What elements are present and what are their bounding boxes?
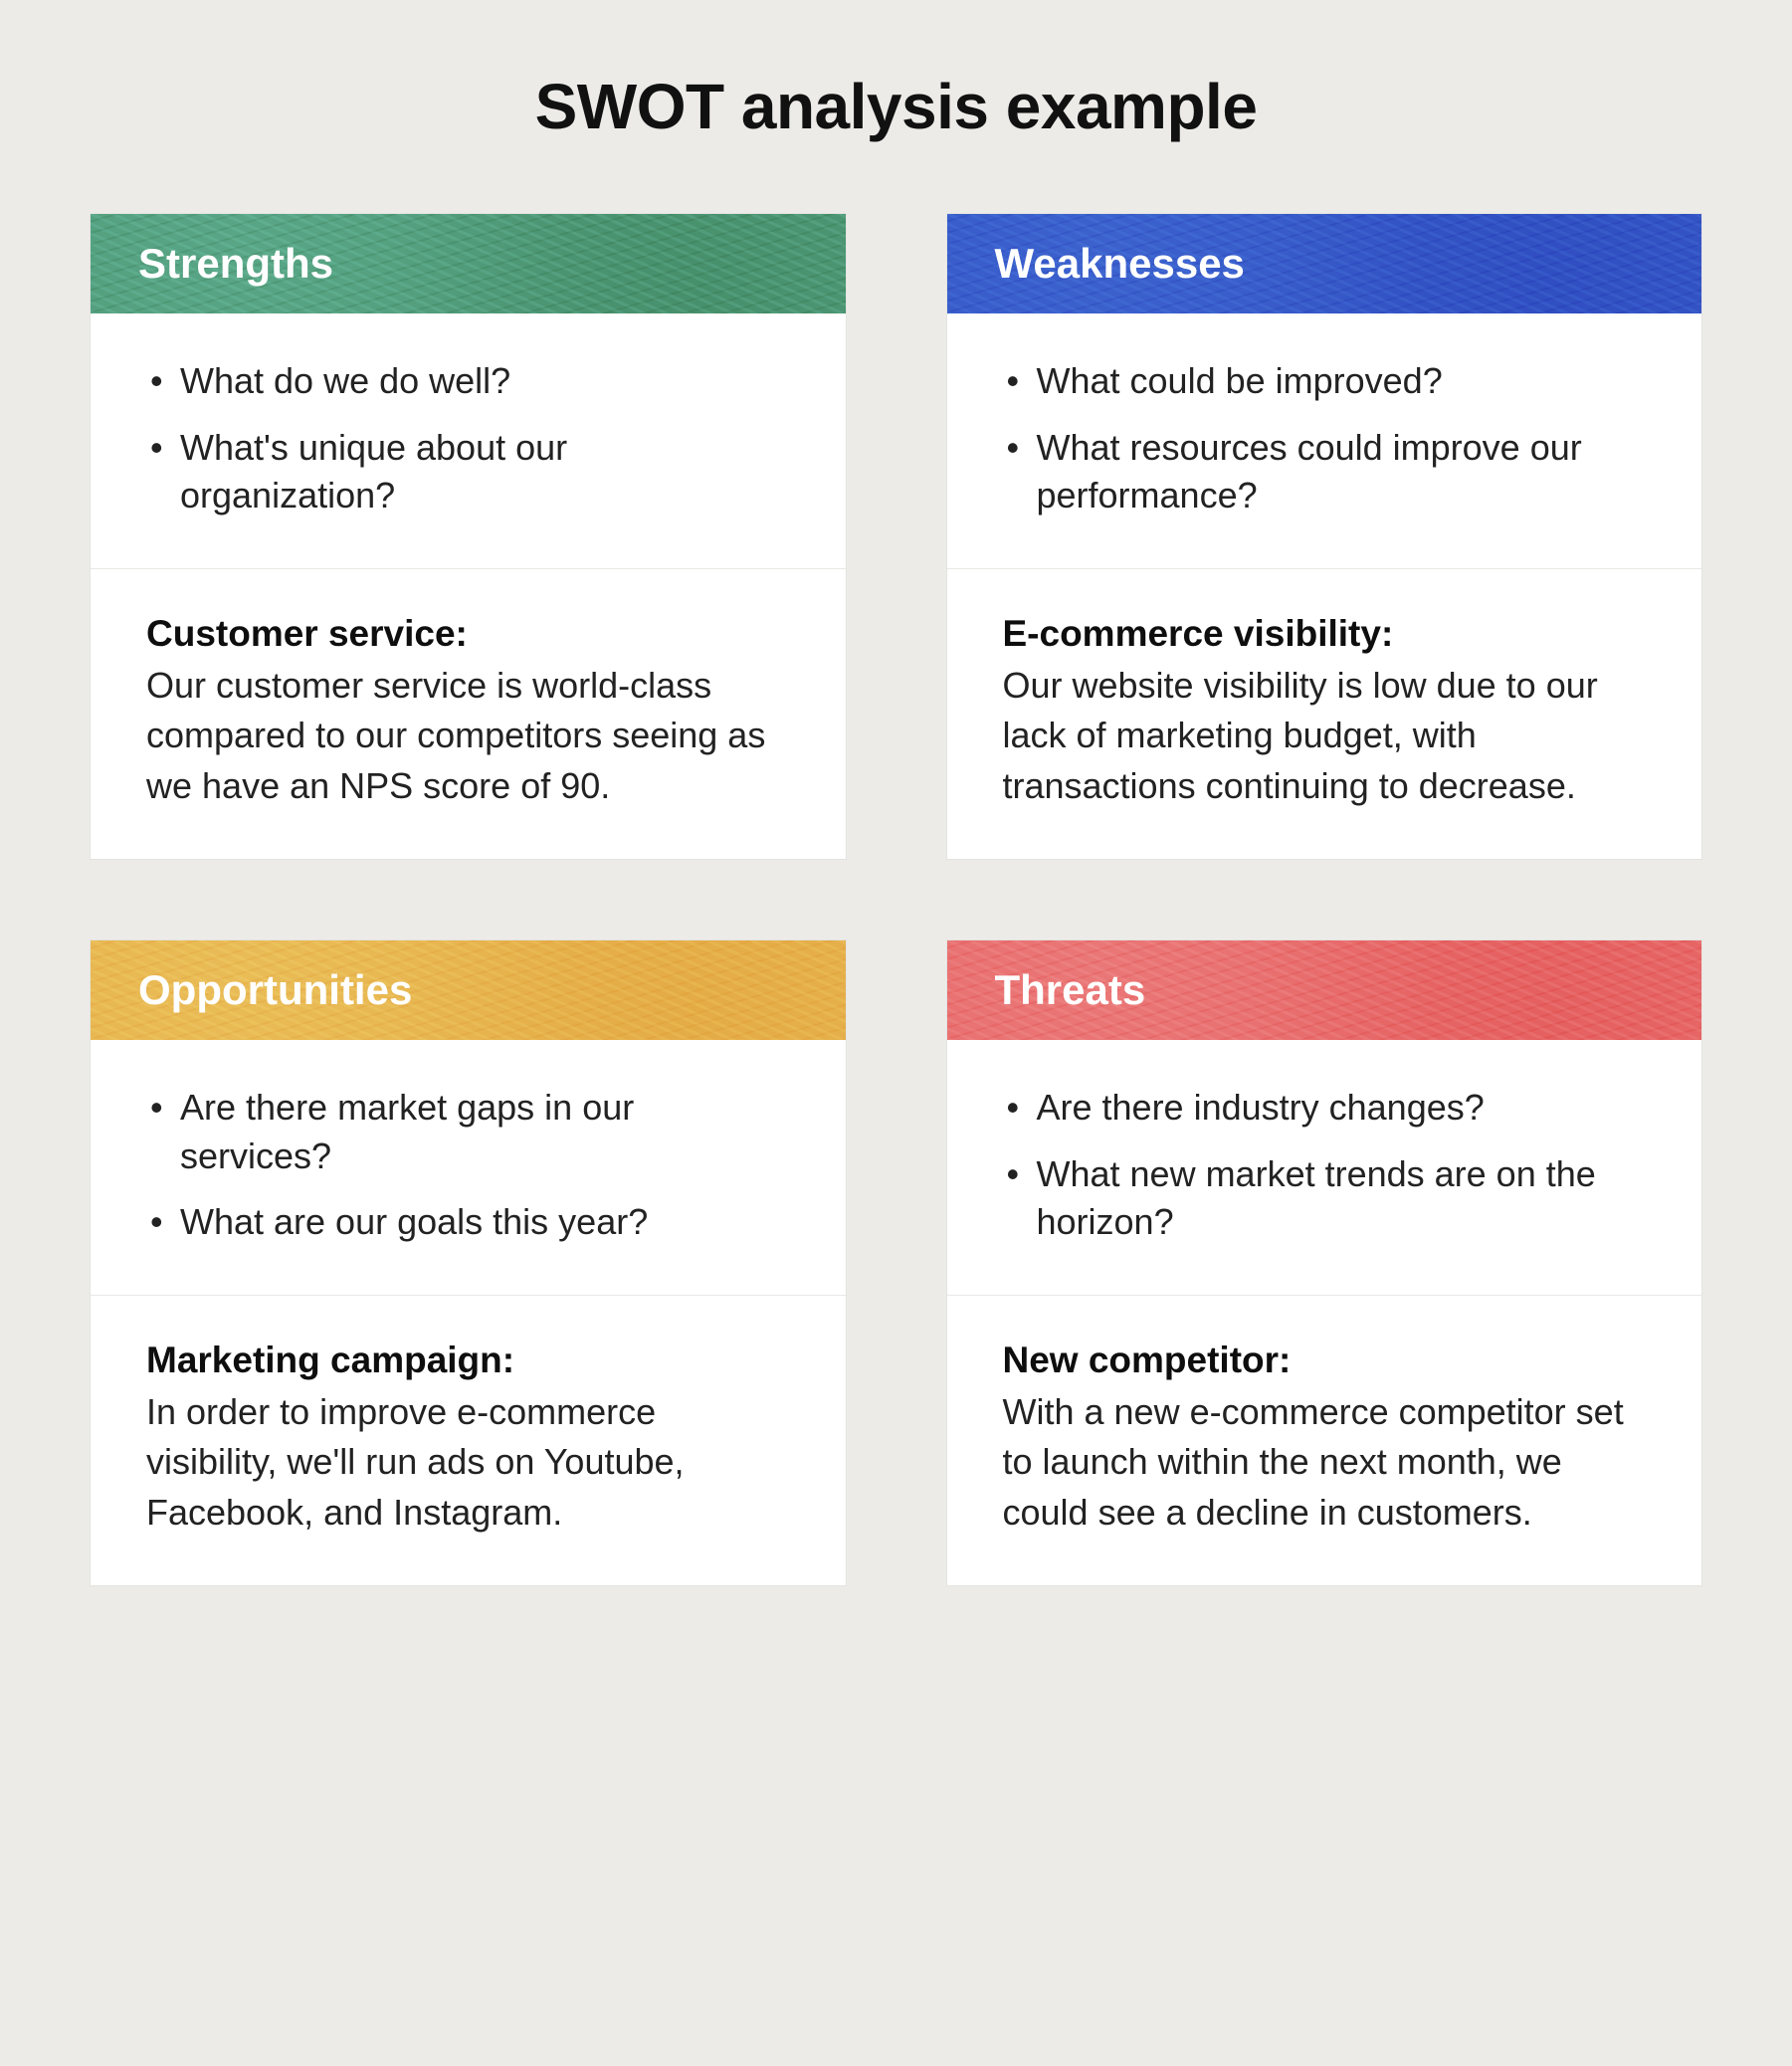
list-item: What new market trends are on the horizo… <box>1003 1150 1647 1247</box>
card-example-opportunities: Marketing campaign: In order to improve … <box>91 1296 846 1585</box>
page-title: SWOT analysis example <box>90 70 1702 143</box>
card-threats: Threats Are there industry changes? What… <box>946 939 1703 1586</box>
question-list: Are there industry changes? What new mar… <box>1003 1084 1647 1247</box>
example-body: Our customer service is world-class comp… <box>146 661 790 811</box>
example-title: E-commerce visibility: <box>1003 613 1647 655</box>
card-example-weaknesses: E-commerce visibility: Our website visib… <box>947 569 1702 859</box>
card-example-threats: New competitor: With a new e-commerce co… <box>947 1296 1702 1585</box>
example-body: With a new e-commerce competitor set to … <box>1003 1387 1647 1538</box>
card-header-label: Opportunities <box>138 966 412 1013</box>
card-questions-opportunities: Are there market gaps in our services? W… <box>91 1040 846 1296</box>
card-header-label: Threats <box>995 966 1146 1013</box>
card-questions-threats: Are there industry changes? What new mar… <box>947 1040 1702 1296</box>
card-weaknesses: Weaknesses What could be improved? What … <box>946 213 1703 860</box>
list-item: What's unique about our organization? <box>146 424 790 520</box>
list-item: What do we do well? <box>146 357 790 406</box>
list-item: What could be improved? <box>1003 357 1647 406</box>
card-questions-strengths: What do we do well? What's unique about … <box>91 313 846 569</box>
list-item: What are our goals this year? <box>146 1198 790 1247</box>
question-list: What could be improved? What resources c… <box>1003 357 1647 520</box>
question-list: Are there market gaps in our services? W… <box>146 1084 790 1247</box>
list-item: Are there industry changes? <box>1003 1084 1647 1133</box>
card-header-strengths: Strengths <box>91 214 846 313</box>
example-body: Our website visibility is low due to our… <box>1003 661 1647 811</box>
list-item: What resources could improve our perform… <box>1003 424 1647 520</box>
card-questions-weaknesses: What could be improved? What resources c… <box>947 313 1702 569</box>
example-title: Customer service: <box>146 613 790 655</box>
question-list: What do we do well? What's unique about … <box>146 357 790 520</box>
card-header-opportunities: Opportunities <box>91 940 846 1040</box>
card-strengths: Strengths What do we do well? What's uni… <box>90 213 847 860</box>
card-example-strengths: Customer service: Our customer service i… <box>91 569 846 859</box>
card-header-label: Weaknesses <box>995 240 1245 287</box>
card-opportunities: Opportunities Are there market gaps in o… <box>90 939 847 1586</box>
example-body: In order to improve e-commerce visibilit… <box>146 1387 790 1538</box>
card-header-weaknesses: Weaknesses <box>947 214 1702 313</box>
card-header-label: Strengths <box>138 240 333 287</box>
list-item: Are there market gaps in our services? <box>146 1084 790 1180</box>
example-title: New competitor: <box>1003 1340 1647 1381</box>
card-header-threats: Threats <box>947 940 1702 1040</box>
example-title: Marketing campaign: <box>146 1340 790 1381</box>
swot-grid: Strengths What do we do well? What's uni… <box>90 213 1702 1586</box>
